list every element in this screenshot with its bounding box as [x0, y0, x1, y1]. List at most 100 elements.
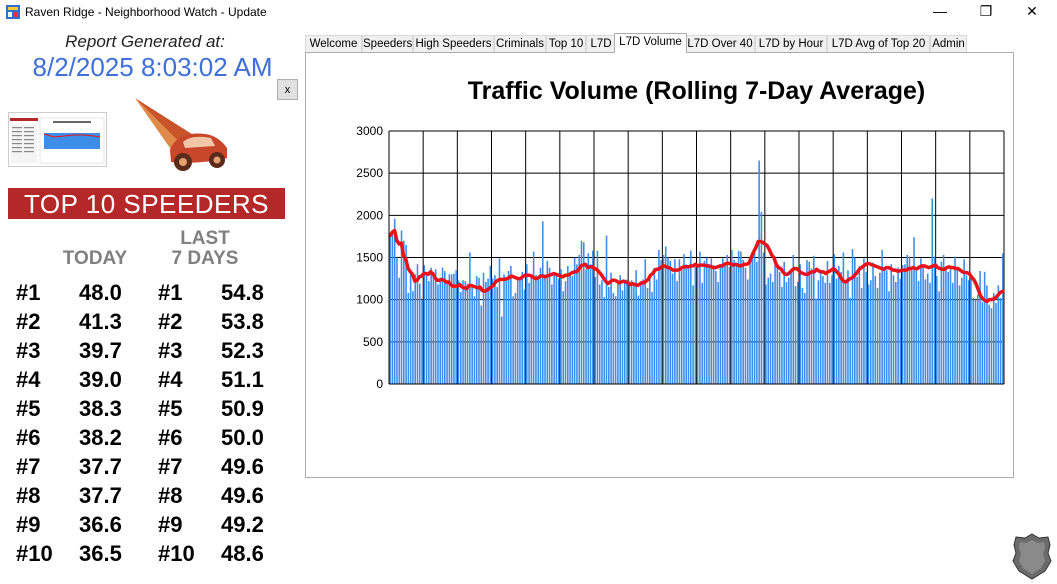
tab-criminals[interactable]: Criminals — [494, 35, 546, 52]
volume-bar — [696, 265, 699, 384]
volume-bar — [391, 230, 394, 384]
volume-bar — [760, 211, 763, 384]
volume-bar — [803, 292, 806, 384]
volume-bar — [808, 261, 811, 384]
volume-bar — [434, 269, 437, 384]
volume-bar — [585, 269, 587, 384]
volume-bar — [521, 271, 524, 384]
volume-bar — [915, 267, 918, 384]
volume-bar — [790, 272, 792, 384]
volume-bar — [633, 283, 635, 384]
volume-bar — [774, 258, 776, 384]
tab-admin[interactable]: Admin — [930, 35, 967, 52]
volume-bar — [626, 279, 628, 384]
volume-bar — [851, 249, 854, 384]
volume-bar — [642, 279, 644, 384]
volume-bar — [899, 278, 902, 384]
volume-bar — [758, 160, 760, 384]
today-column-header: TODAY — [62, 248, 128, 269]
volume-bar — [983, 271, 986, 384]
volume-bar — [421, 299, 423, 384]
tab-top-10[interactable]: Top 10 — [546, 35, 586, 52]
volume-bar — [469, 252, 471, 384]
volume-bar — [933, 256, 936, 384]
last7-rank: #7 — [158, 454, 183, 479]
volume-bar — [810, 268, 813, 384]
last7-speed: 54.8 — [221, 280, 264, 305]
speeders-panel: Report Generated at: 8/2/2025 8:03:02 AM… — [0, 26, 300, 584]
volume-bar — [879, 272, 881, 384]
y-tick-label: 0 — [376, 377, 383, 391]
tab-l7d-by-hour[interactable]: L7D by Hour — [755, 35, 827, 52]
volume-bar — [491, 278, 494, 384]
volume-bar — [947, 271, 949, 384]
volume-bar — [601, 280, 603, 384]
volume-bar — [828, 282, 831, 384]
volume-bar — [772, 281, 774, 384]
volume-bar — [963, 259, 965, 384]
volume-bar — [667, 257, 669, 384]
minimize-button[interactable]: — — [933, 3, 947, 19]
volume-bar — [589, 264, 592, 384]
tab-speeders[interactable]: Speeders — [362, 35, 413, 52]
volume-bar — [792, 254, 795, 384]
app-icon — [6, 5, 20, 19]
volume-bar — [778, 271, 781, 384]
volume-bar — [942, 254, 945, 384]
volume-bar — [917, 281, 920, 384]
volume-bar — [692, 285, 694, 384]
volume-bar — [439, 277, 442, 384]
volume-bar — [444, 270, 446, 384]
y-tick-label: 500 — [363, 335, 383, 349]
tab-welcome[interactable]: Welcome — [305, 35, 362, 52]
last7-rank: #1 — [158, 280, 183, 305]
volume-bar — [785, 281, 788, 384]
last7-rank: #4 — [158, 367, 183, 392]
volume-bar — [646, 287, 649, 384]
maximize-button[interactable]: ❐ — [979, 3, 993, 19]
volume-bar — [860, 287, 863, 384]
volume-bar — [535, 275, 537, 384]
traffic-volume-chart: Traffic Volume (Rolling 7-Day Average) 0 5… — [356, 77, 1005, 391]
volume-bar — [459, 292, 462, 384]
tab-l7d[interactable]: L7D — [586, 35, 616, 52]
volume-bar — [393, 218, 396, 384]
window-title: Raven Ridge - Neighborhood Watch - Updat… — [25, 5, 267, 19]
volume-bar — [569, 275, 571, 384]
close-button[interactable]: ✕ — [1026, 3, 1038, 19]
volume-bar — [526, 264, 528, 384]
tab-high-speeders[interactable]: High Speeders — [413, 35, 494, 52]
today-speed: 41.3 — [79, 309, 122, 334]
last7-rank: #10 — [158, 541, 195, 566]
volume-bar — [920, 258, 922, 384]
volume-bar — [423, 265, 426, 384]
volume-bar — [740, 251, 742, 384]
volume-bar — [926, 273, 929, 384]
volume-bar — [956, 270, 959, 384]
tab-l7d-volume[interactable]: L7D Volume — [614, 33, 687, 53]
volume-bar — [813, 255, 815, 384]
last-7-days-header-line1: LAST — [180, 228, 230, 249]
y-tick-label: 1500 — [356, 251, 383, 265]
volume-bar — [639, 282, 642, 384]
volume-bar — [637, 295, 640, 384]
volume-bar — [507, 270, 510, 384]
volume-bar — [794, 286, 797, 384]
volume-bar — [487, 278, 489, 384]
volume-bar — [430, 267, 432, 384]
volume-bar — [972, 297, 975, 384]
last7-speed: 49.6 — [221, 483, 264, 508]
volume-bar — [635, 270, 637, 384]
dismiss-report-button[interactable]: x — [277, 79, 298, 100]
tab-l7d-over-40[interactable]: L7D Over 40 — [685, 35, 755, 52]
volume-bar — [715, 270, 717, 384]
volume-bar — [660, 260, 662, 384]
volume-bar — [731, 249, 733, 384]
volume-bar — [628, 285, 631, 384]
volume-bar — [462, 280, 464, 384]
volume-bar — [929, 282, 931, 384]
tab-l7d-avg-of-top-20[interactable]: L7D Avg of Top 20 — [827, 35, 930, 52]
volume-bar — [824, 282, 826, 384]
volume-bar — [990, 308, 993, 384]
volume-bar — [651, 292, 653, 384]
